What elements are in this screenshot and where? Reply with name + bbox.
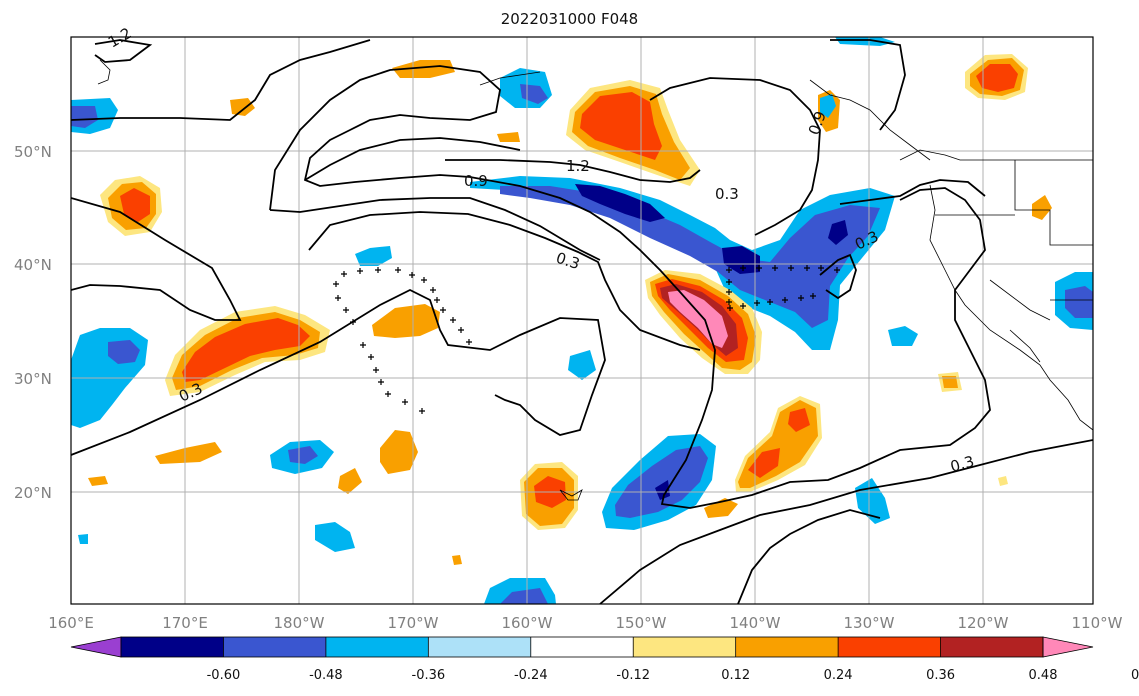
lon-tick-label: 120°W: [958, 614, 1009, 632]
contour-label: 0.3: [715, 185, 739, 203]
lon-tick-label: 170°E: [162, 614, 208, 632]
contour-label: 0.9: [464, 172, 488, 190]
colorbar-swatch: [735, 637, 839, 657]
lon-tick-labels: 160°E 170°E 180°W 170°W 160°W 150°W 140°…: [48, 614, 1122, 632]
colorbar-label: -0.48: [309, 668, 343, 683]
lon-tick-label: 160°W: [502, 614, 553, 632]
colorbar-swatch: [428, 637, 531, 657]
colorbar-extend-low: [70, 636, 122, 658]
colorbar-swatch: [838, 637, 941, 657]
track-markers: [333, 265, 840, 414]
contour-label: 1.2: [105, 24, 135, 52]
colorbar-swatch: [121, 637, 224, 657]
colorbar-label: -0.36: [412, 668, 446, 683]
colorbar-swatch: [530, 637, 634, 657]
graticule: [71, 37, 1093, 604]
colorbar-label: -0.60: [207, 668, 241, 683]
colorbar-extend-high: [1042, 636, 1094, 658]
lon-tick-label: 170°W: [388, 614, 439, 632]
lat-tick-labels: 50°N 40°N 30°N 20°N: [14, 143, 52, 502]
contour-lines: [71, 39, 1093, 604]
lon-tick-label: 150°W: [616, 614, 667, 632]
contour-label-group: 1.2 0.9 0.3 0.3 0.3 0.3 0.3 0.9 1.2: [105, 24, 976, 476]
map-title: 2022031000 F048: [500, 10, 639, 28]
lat-tick-label: 50°N: [14, 143, 52, 161]
coastlines: [97, 59, 1094, 501]
contour-label: 1.2: [566, 157, 590, 175]
colorbar-label: 0.48: [1029, 668, 1058, 683]
lon-tick-label: 130°W: [844, 614, 895, 632]
colorbar-label: 0.12: [721, 668, 750, 683]
lon-tick-label: 160°E: [48, 614, 94, 632]
lon-tick-label: 180°W: [274, 614, 325, 632]
colorbar-label: -0.24: [514, 668, 548, 683]
colorbar-label: -0.12: [616, 668, 650, 683]
lat-tick-label: 30°N: [14, 370, 52, 388]
colorbar-label: 0.24: [824, 668, 853, 683]
lat-tick-label: 20°N: [14, 484, 52, 502]
colorbar-label: 0.36: [926, 668, 955, 683]
colorbar-swatch: [633, 637, 736, 657]
map-frame: [70, 36, 1094, 605]
colorbar-swatch: [223, 637, 326, 657]
shaded-field: [71, 37, 1093, 604]
colorbar-label: 0.60: [1131, 668, 1139, 683]
colorbar-swatch: [940, 637, 1043, 657]
colorbar-swatch: [325, 637, 429, 657]
contour-label: 0.3: [948, 452, 976, 476]
lat-tick-label: 40°N: [14, 256, 52, 274]
lon-tick-label: 140°W: [730, 614, 781, 632]
lon-tick-label: 110°W: [1072, 614, 1123, 632]
colorbar: -0.60 -0.48 -0.36 -0.24 -0.12 0.12 0.24 0.36 0.4…: [70, 636, 1139, 683]
